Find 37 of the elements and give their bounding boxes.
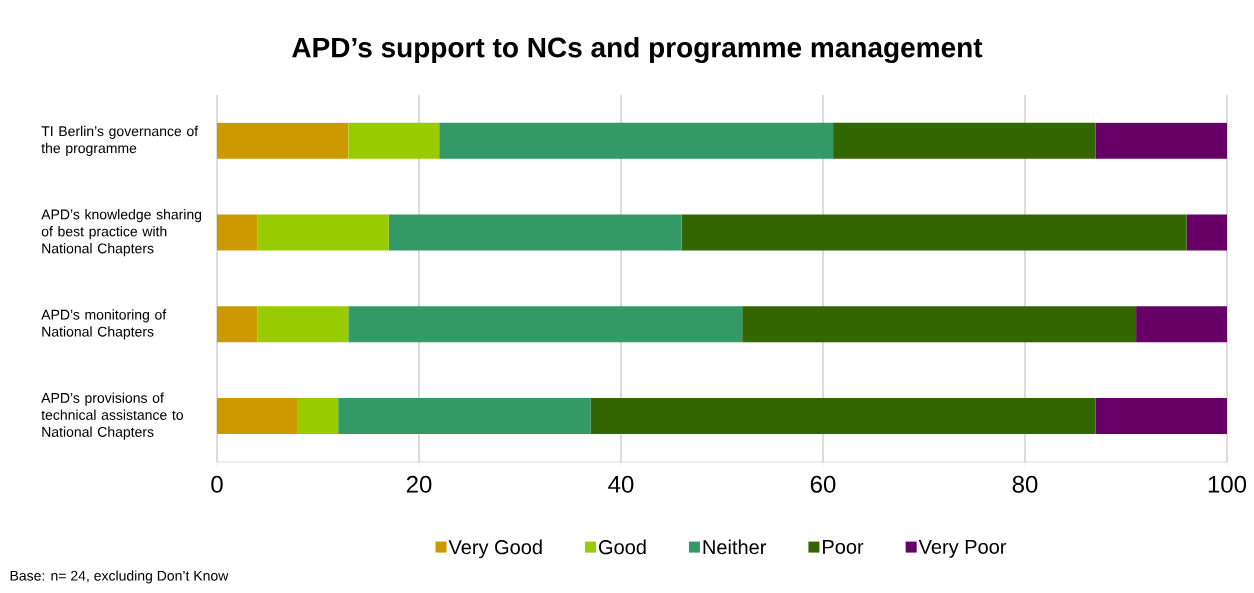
- text: Base: n= 24, excluding Don’t Know: [10, 570, 229, 584]
- x-tick-label: 60: [810, 475, 836, 493]
- bar: [1186, 214, 1227, 251]
- bar: [338, 398, 591, 435]
- legend-label: Very Poor: [918, 539, 1007, 558]
- bar: [388, 214, 682, 251]
- x-tick-label: 40: [608, 475, 634, 493]
- y-tick-label: TI Berlin’s governance of the programme: [41, 125, 199, 156]
- legend-label: Poor: [823, 539, 864, 554]
- bar: [681, 214, 1187, 251]
- x-tick-label: 0: [211, 475, 223, 493]
- bar: [1095, 122, 1227, 159]
- bar: [297, 398, 339, 435]
- bar: [348, 306, 743, 343]
- y-tick-label: APD’s knowledge sharing of best practice with National Chapters: [41, 209, 202, 257]
- x-tick-label: 100: [1208, 475, 1247, 493]
- bar: [348, 122, 440, 159]
- bar: [217, 122, 349, 159]
- legend-label: Good: [599, 539, 646, 555]
- legend-label: Very Good: [448, 539, 542, 559]
- bar: [1095, 398, 1227, 435]
- bar: [217, 214, 258, 251]
- bar: [742, 306, 1137, 343]
- bar: [217, 306, 258, 343]
- x-tick-label: 80: [1012, 475, 1038, 493]
- bar: [257, 306, 349, 343]
- bar: [1136, 306, 1227, 343]
- bar: [217, 398, 298, 435]
- bar: [439, 122, 834, 159]
- legend-label: Neither: [703, 539, 767, 555]
- bar: [833, 122, 1096, 159]
- bar: [257, 214, 389, 251]
- y-tick-label: APD’s monitoring of National Chapters: [41, 309, 167, 340]
- bar: [590, 398, 1096, 435]
- x-tick-label: 20: [406, 475, 432, 493]
- y-tick-label: APD’s provisions of technical assistance to National Chapters: [41, 392, 183, 440]
- chart-title: APD’s support to NCs and programme management: [292, 36, 983, 64]
